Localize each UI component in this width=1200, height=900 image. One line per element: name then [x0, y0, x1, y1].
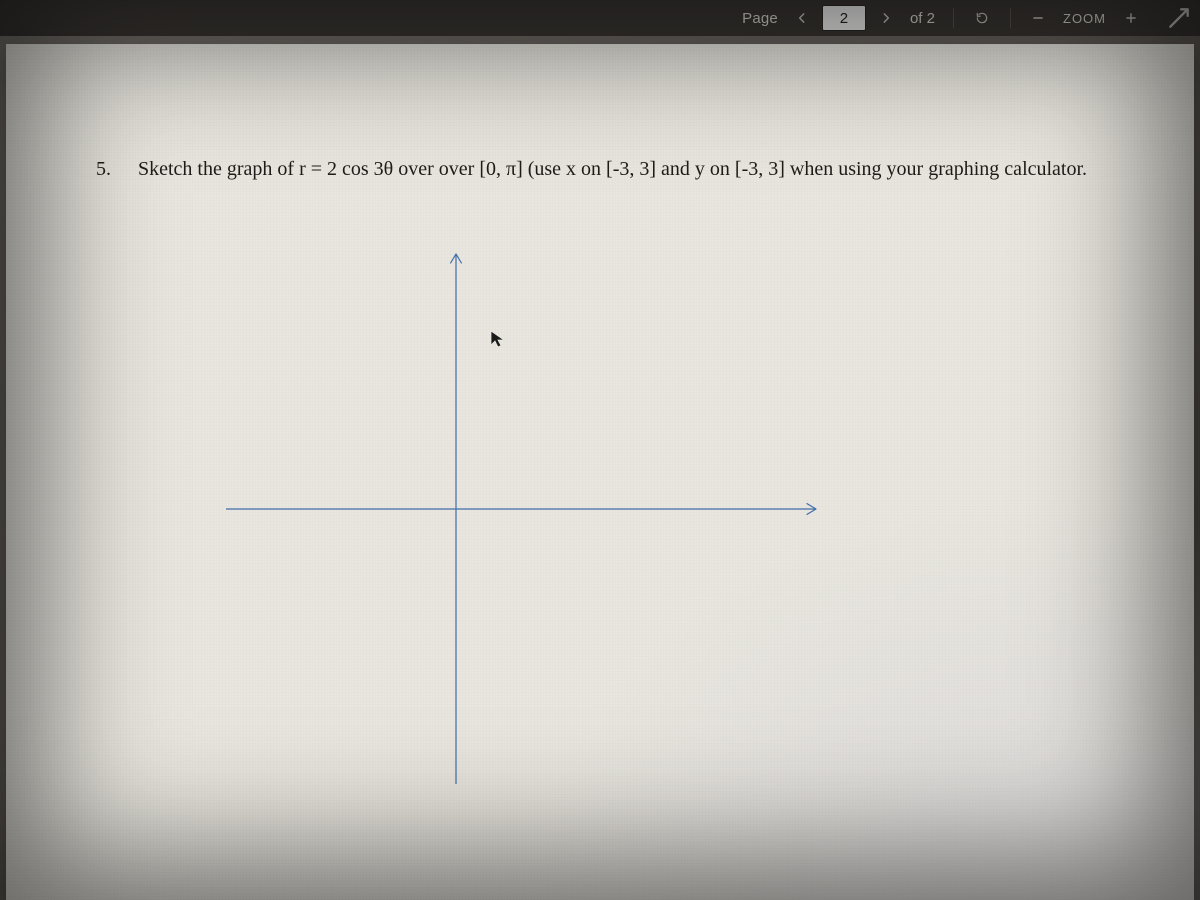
minus-icon — [1031, 11, 1045, 25]
mouse-cursor-icon — [490, 330, 506, 348]
axes-svg — [156, 244, 856, 794]
page-number-input[interactable] — [822, 5, 866, 31]
plus-icon — [1124, 11, 1138, 25]
chevron-left-icon — [795, 11, 809, 25]
zoom-label: ZOOM — [1063, 11, 1106, 26]
zoom-out-button[interactable] — [1025, 5, 1051, 31]
page-nav-group: Page of 2 — [742, 5, 939, 31]
page-total-label: of 2 — [910, 10, 935, 27]
coordinate-axes — [156, 244, 856, 794]
pdf-toolbar: Page of 2 ZOOM — [0, 0, 1200, 36]
prev-page-button[interactable] — [788, 5, 816, 31]
page-label: Page — [742, 10, 778, 27]
toolbar-separator — [953, 8, 954, 28]
rotate-icon — [975, 11, 989, 25]
zoom-in-button[interactable] — [1118, 5, 1144, 31]
problem-number: 5. — [96, 154, 122, 184]
rotate-button[interactable] — [968, 5, 996, 31]
fullscreen-button[interactable] — [1166, 5, 1192, 31]
problem-statement: 5. Sketch the graph of r = 2 cos 3θ over… — [96, 154, 1104, 184]
document-page: 5. Sketch the graph of r = 2 cos 3θ over… — [6, 44, 1194, 900]
problem-text: Sketch the graph of r = 2 cos 3θ over ov… — [138, 154, 1104, 184]
toolbar-separator — [1010, 8, 1011, 28]
chevron-right-icon — [879, 11, 893, 25]
expand-icon — [1166, 5, 1192, 31]
zoom-group: ZOOM — [1025, 5, 1144, 31]
next-page-button[interactable] — [872, 5, 900, 31]
